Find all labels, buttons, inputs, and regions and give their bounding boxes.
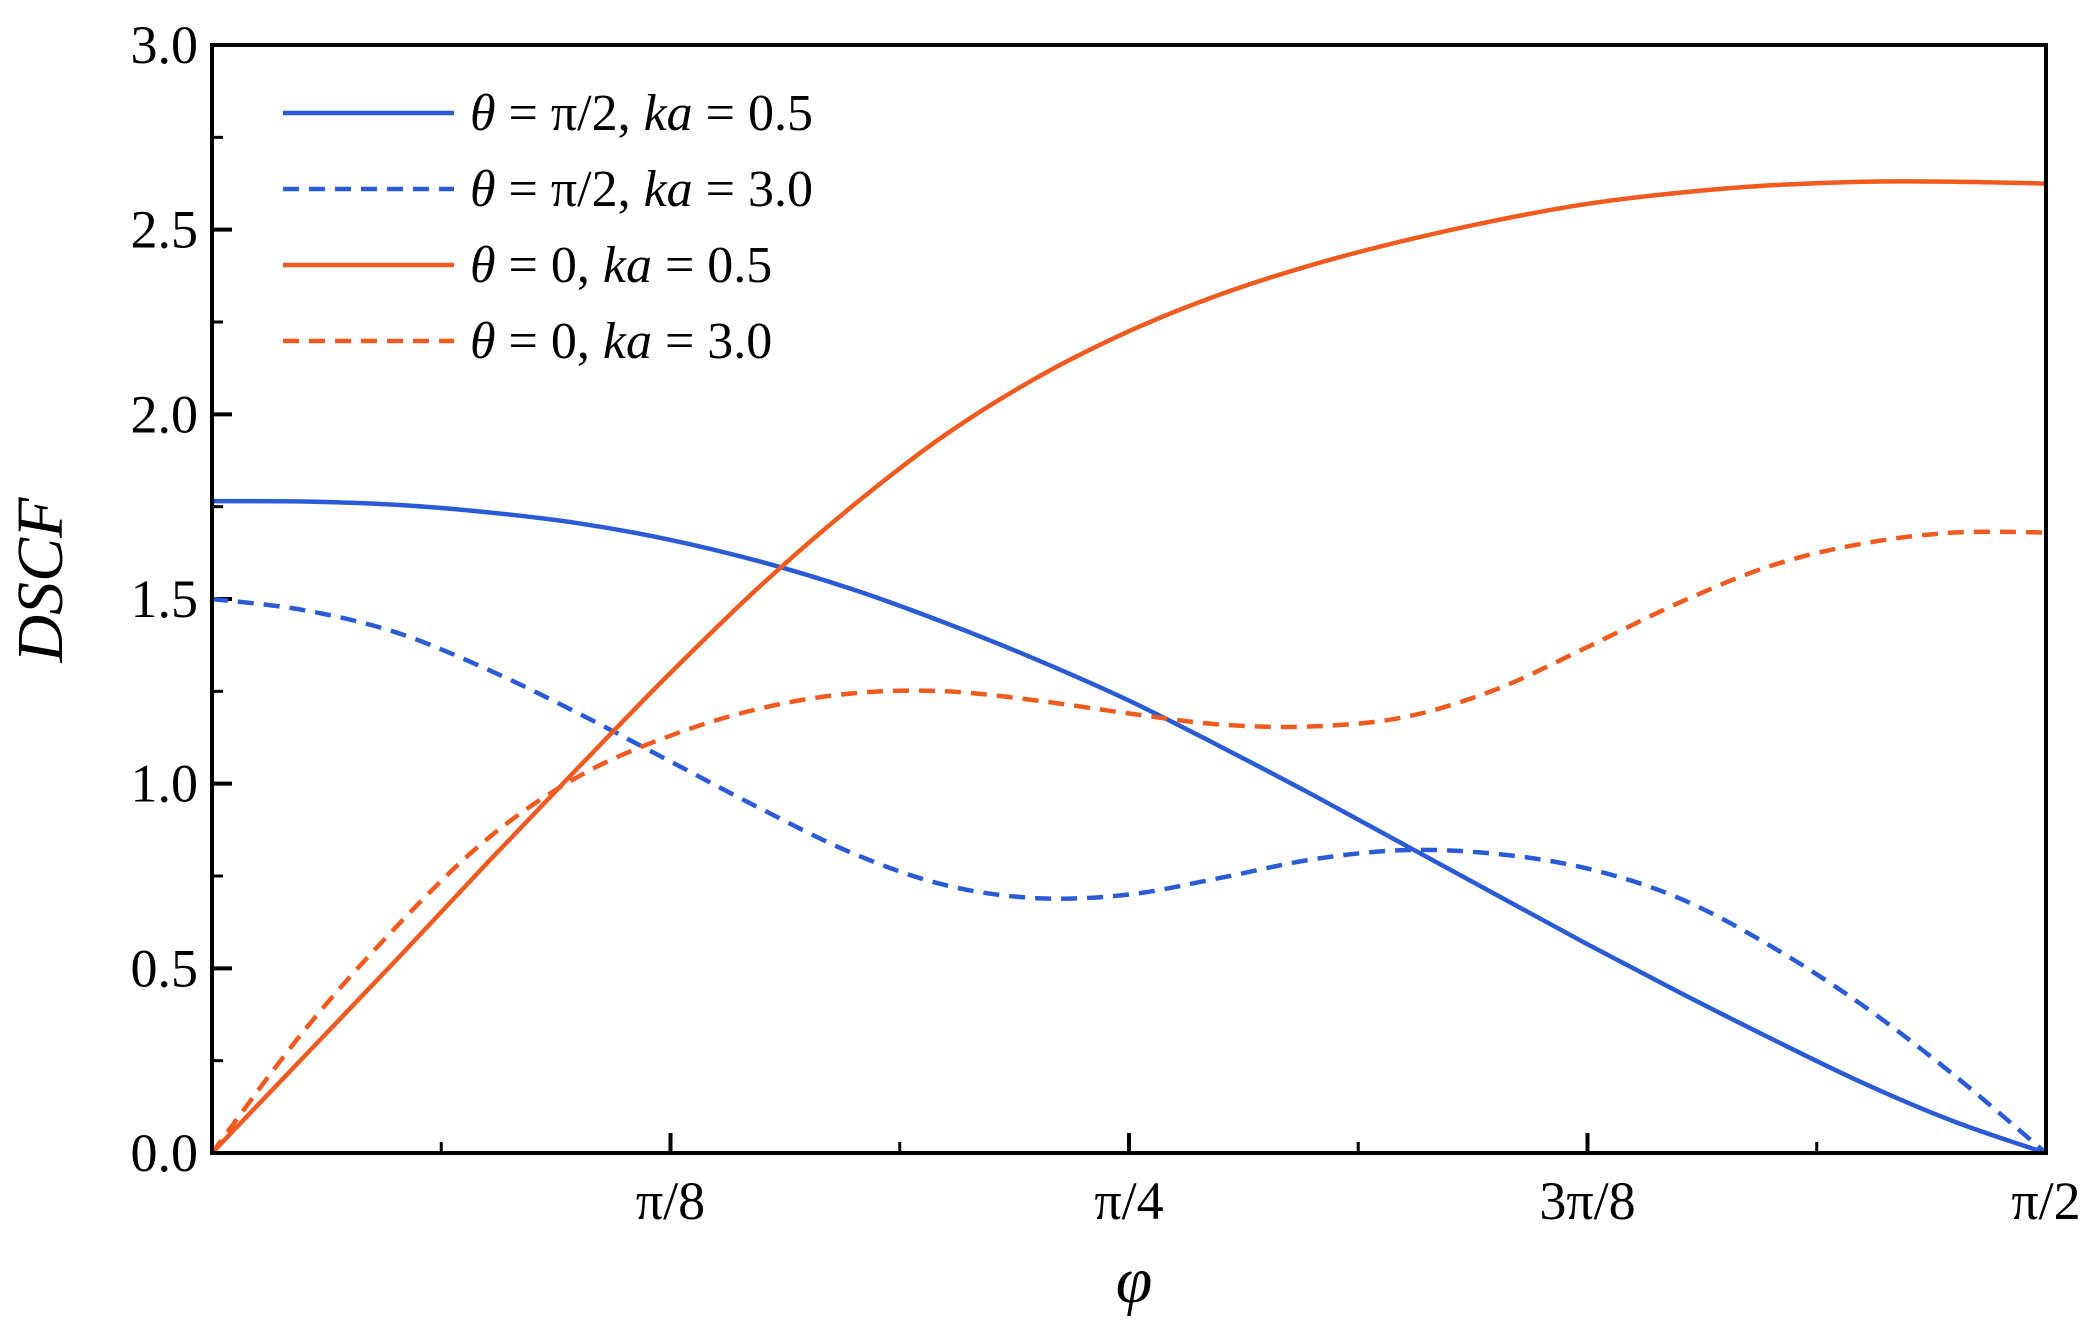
series-lines (210, 179, 2048, 1156)
legend-theta: θ (470, 237, 496, 294)
y-tick-label: 2.0 (131, 384, 199, 444)
legend-space (496, 85, 509, 142)
legend-ka-value: = 3.0 (706, 161, 813, 218)
legend-label-2: θ = π/2, ka = 3.0 (470, 161, 813, 218)
legend-theta-value: = 0, (509, 313, 590, 370)
x-tick-label: π/2 (2011, 1171, 2080, 1231)
series-line-3 (210, 179, 2047, 1155)
legend-space (693, 161, 706, 218)
legend-theta: θ (470, 85, 496, 142)
legend-ka-value: = 0.5 (665, 237, 772, 294)
legend-space (652, 313, 665, 370)
legend-space (631, 85, 644, 142)
legend-space (590, 237, 603, 294)
legend-ka: ka (644, 161, 693, 218)
legend-theta-value: = π/2, (509, 161, 631, 218)
x-tick-label: π/8 (636, 1171, 705, 1231)
legend-space (496, 313, 509, 370)
y-tick-label: 2.5 (131, 200, 199, 260)
legend-theta: θ (470, 161, 496, 218)
legend-label-3: θ = 0, ka = 0.5 (470, 237, 772, 294)
plot-frame (210, 43, 2048, 1155)
x-axis-title: φ (1116, 1244, 1153, 1317)
legend-space (496, 237, 509, 294)
legend-space (652, 237, 665, 294)
y-axis-title: DSCF (4, 497, 77, 664)
legend-ka: ka (603, 313, 652, 370)
legend-ka-value: = 0.5 (706, 85, 813, 142)
legend-theta-value: = 0, (509, 237, 590, 294)
legend-label-1: θ = π/2, ka = 0.5 (470, 85, 813, 142)
legend-space (590, 313, 603, 370)
legend-ka: ka (603, 237, 652, 294)
y-tick-label: 3.0 (131, 15, 199, 75)
legend-space (631, 161, 644, 218)
series-line-2 (211, 596, 2048, 1155)
legend-space (496, 161, 509, 218)
legend-theta: θ (470, 313, 496, 370)
ticks: 0.0 0.5 1.0 1.5 2.0 2.5 3.0 π/8 π/4 3π/8 π/2 (131, 15, 2081, 1231)
y-tick-label: 0.5 (131, 938, 199, 998)
series-line-1 (211, 498, 2047, 1156)
series-line-4 (210, 529, 2047, 1155)
legend-ka: ka (644, 85, 693, 142)
legend-space (693, 85, 706, 142)
legend-theta-value: = π/2, (509, 85, 631, 142)
legend: θ = π/2, ka = 0.5θ = π/2, ka = 3.0θ = 0,… (283, 85, 813, 370)
x-tick-label: 3π/8 (1539, 1171, 1635, 1231)
y-tick-label: 0.0 (131, 1123, 199, 1183)
x-tick-label: π/4 (1094, 1171, 1163, 1231)
y-tick-label: 1.5 (131, 569, 199, 629)
y-tick-label: 1.0 (131, 754, 199, 814)
legend-ka-value: = 3.0 (665, 313, 772, 370)
legend-label-4: θ = 0, ka = 3.0 (470, 313, 772, 370)
